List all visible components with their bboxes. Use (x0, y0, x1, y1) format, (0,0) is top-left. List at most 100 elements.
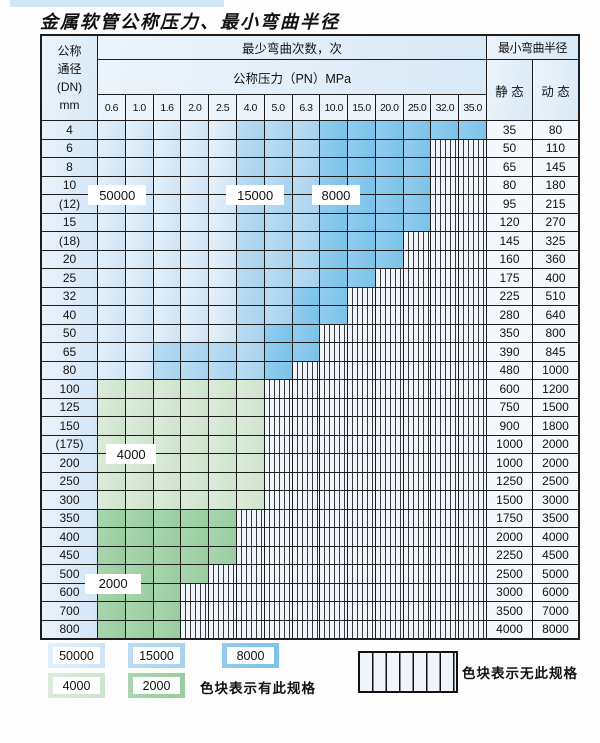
no-spec-cell (459, 509, 486, 527)
no-spec-cell (431, 213, 459, 231)
spec-cell (236, 269, 264, 287)
spec-cell (348, 139, 375, 157)
no-spec-cell (431, 158, 459, 176)
dynamic-radius-value: 640 (533, 306, 578, 324)
spec-cell (98, 158, 125, 176)
dn-label: 250 (42, 472, 97, 490)
spec-cell (153, 491, 181, 509)
no-spec-cell (348, 306, 375, 324)
spec-cell (348, 213, 375, 231)
cycle-count-label: 50000 (88, 185, 147, 205)
no-spec-cell (292, 583, 320, 601)
no-spec-cell (320, 528, 348, 546)
no-spec-cell (403, 269, 431, 287)
no-spec-cell (264, 472, 292, 490)
no-spec-cell (431, 435, 459, 453)
static-radius-value: 1000 (487, 454, 532, 472)
no-spec-cell (348, 343, 375, 361)
no-spec-cell (348, 398, 375, 416)
spec-cell (125, 250, 153, 268)
spec-cell (125, 361, 153, 379)
no-spec-cell (292, 620, 320, 638)
static-radius-value: 600 (487, 380, 532, 398)
no-spec-cell (459, 398, 486, 416)
dn-label: 10 (42, 176, 97, 194)
no-spec-cell (264, 417, 292, 435)
spec-cell (320, 121, 348, 139)
no-spec-cell (348, 472, 375, 490)
spec-cell (98, 250, 125, 268)
dynamic-radius-value: 4500 (533, 546, 578, 564)
dn-label: 32 (42, 287, 97, 305)
spec-cell (320, 287, 348, 305)
spec-cell (125, 139, 153, 157)
no-spec-cell (236, 565, 264, 583)
spec-cell (375, 232, 403, 250)
spec-cell (348, 121, 375, 139)
no-spec-cell (403, 324, 431, 342)
dynamic-radius-value: 360 (533, 250, 578, 268)
no-spec-cell (320, 509, 348, 527)
no-spec-cell (375, 324, 403, 342)
static-radius-value: 1750 (487, 509, 532, 527)
dn-label: 400 (42, 528, 97, 546)
spec-cell (236, 324, 264, 342)
spec-cell (98, 232, 125, 250)
no-spec-cell (459, 213, 486, 231)
spec-cell (264, 287, 292, 305)
legend-swatch-2000: 2000 (128, 673, 185, 698)
spec-cell (181, 417, 209, 435)
spec-cell (98, 417, 125, 435)
no-spec-cell (320, 565, 348, 583)
spec-cell (181, 269, 209, 287)
spec-cell (264, 139, 292, 157)
spec-cell (375, 213, 403, 231)
static-radius-value: 390 (487, 343, 532, 361)
dynamic-radius-value: 110 (533, 139, 578, 157)
spec-cell (292, 139, 320, 157)
spec-cell (153, 121, 181, 139)
spec-cell (236, 454, 264, 472)
no-spec-cell (320, 380, 348, 398)
static-radius-value: 1000 (487, 435, 532, 453)
header-pressure-value: 10.0 (320, 95, 348, 120)
spec-cell (98, 602, 125, 620)
header-dynamic: 动 态 (533, 60, 578, 120)
no-spec-cell (459, 232, 486, 250)
spec-cell (125, 491, 153, 509)
no-spec-cell (403, 417, 431, 435)
no-spec-cell (403, 528, 431, 546)
no-spec-cell (320, 361, 348, 379)
spec-cell (320, 269, 348, 287)
spec-cell (181, 195, 209, 213)
spec-cell (375, 139, 403, 157)
header-pressure-value: 1.0 (125, 95, 153, 120)
static-radius-value: 225 (487, 287, 532, 305)
spec-cell (181, 287, 209, 305)
no-spec-cell (348, 546, 375, 564)
spec-cell (264, 121, 292, 139)
spec-cell (153, 472, 181, 490)
spec-cell (153, 361, 181, 379)
no-spec-cell (264, 435, 292, 453)
no-spec-cell (320, 435, 348, 453)
no-spec-cell (320, 398, 348, 416)
no-spec-cell (375, 269, 403, 287)
no-spec-cell (264, 546, 292, 564)
spec-cell (209, 232, 236, 250)
spec-cell (375, 176, 403, 194)
spec-cell (375, 250, 403, 268)
no-spec-cell (348, 361, 375, 379)
no-spec-cell (292, 546, 320, 564)
no-spec-cell (431, 583, 459, 601)
no-spec-cell (375, 602, 403, 620)
spec-cell (125, 306, 153, 324)
static-radius-value: 65 (487, 158, 532, 176)
no-spec-cell (431, 509, 459, 527)
no-spec-cell (403, 583, 431, 601)
dn-label: 6 (42, 139, 97, 157)
no-spec-cell (459, 620, 486, 638)
header-pressure-value: 35.0 (459, 95, 486, 120)
no-spec-cell (459, 306, 486, 324)
spec-cell (320, 158, 348, 176)
